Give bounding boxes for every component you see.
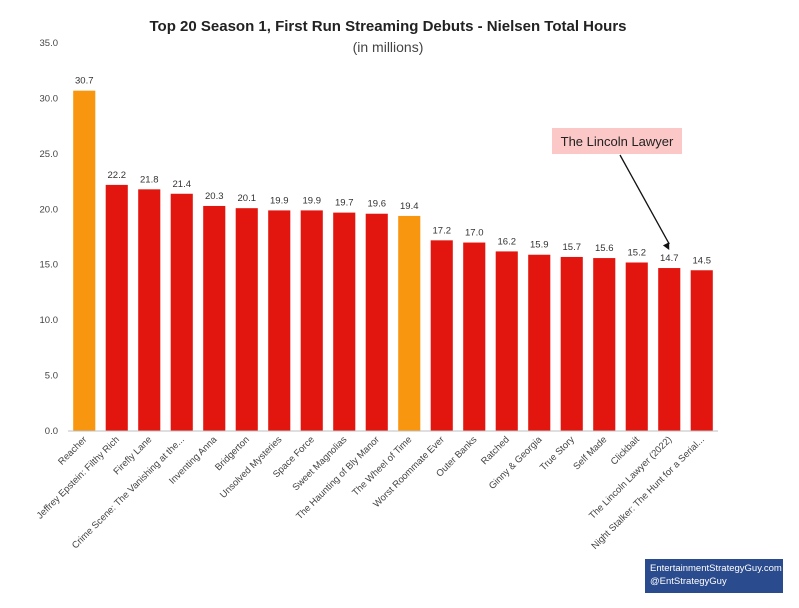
bar xyxy=(365,213,388,431)
category-label: Self Made xyxy=(571,434,609,472)
value-label: 15.9 xyxy=(530,240,549,251)
bar xyxy=(300,210,323,431)
bar xyxy=(430,240,453,431)
annotation-arrow-line xyxy=(619,154,670,245)
y-tick-label: 30.0 xyxy=(40,93,59,104)
y-tick-label: 15.0 xyxy=(40,260,59,271)
value-label: 19.4 xyxy=(400,201,419,212)
y-axis: 0.0 5.0 10.0 15.0 20.0 25.0 30.0 35.0 xyxy=(40,38,59,437)
bar xyxy=(333,212,356,431)
category-label: True Story xyxy=(538,434,577,473)
category-label: The Wheel of Time xyxy=(350,434,414,498)
value-labels-group: 30.7 22.2 21.8 21.4 20.3 20.1 19.9 19.9 19.7 19.6… xyxy=(75,76,711,267)
credit-website: EntertainmentStrategyGuy.com xyxy=(650,563,782,574)
bar xyxy=(235,208,258,431)
value-label: 22.2 xyxy=(108,170,127,181)
value-label: 21.8 xyxy=(140,174,159,185)
category-label: Ratched xyxy=(479,434,512,467)
bar xyxy=(625,262,648,431)
bars-group xyxy=(73,90,713,431)
bar xyxy=(105,184,128,431)
annotation-group: The Lincoln Lawyer xyxy=(552,128,682,251)
bar xyxy=(203,205,226,431)
bar xyxy=(398,215,421,431)
bar xyxy=(560,256,583,431)
value-label: 30.7 xyxy=(75,76,94,87)
y-tick-label: 0.0 xyxy=(45,426,58,437)
chart-subtitle: (in millions) xyxy=(353,39,424,55)
value-label: 19.6 xyxy=(368,199,387,210)
bar xyxy=(73,90,96,431)
value-label: 17.0 xyxy=(465,228,484,239)
bar xyxy=(690,270,713,431)
bar xyxy=(658,268,681,431)
y-tick-label: 5.0 xyxy=(45,371,58,382)
annotation-box xyxy=(552,128,682,154)
category-label: Reacher xyxy=(56,434,89,467)
value-label: 19.7 xyxy=(335,198,354,209)
value-label: 16.2 xyxy=(498,236,517,247)
y-tick-label: 10.0 xyxy=(40,315,59,326)
annotation-arrowhead xyxy=(662,242,670,251)
value-label: 21.4 xyxy=(173,179,192,190)
value-label: 19.9 xyxy=(303,195,322,206)
value-label: 17.2 xyxy=(433,225,452,236)
y-tick-label: 25.0 xyxy=(40,149,59,160)
bar xyxy=(170,193,193,431)
bar xyxy=(268,210,291,431)
category-label: Unsolved Mysteries xyxy=(218,434,285,501)
credit-box: EntertainmentStrategyGuy.com @EntStrateg… xyxy=(645,559,783,593)
value-label: 15.7 xyxy=(563,242,582,253)
credit-handle: @EntStrategyGuy xyxy=(650,576,727,587)
bar xyxy=(593,258,616,431)
bar xyxy=(463,242,486,431)
bar xyxy=(138,189,161,431)
value-label: 15.2 xyxy=(628,247,647,258)
value-label: 19.9 xyxy=(270,195,289,206)
value-label: 20.3 xyxy=(205,191,224,202)
bar xyxy=(528,254,551,431)
chart-title: Top 20 Season 1, First Run Streaming Deb… xyxy=(149,18,626,35)
value-label: 14.7 xyxy=(660,253,679,264)
value-label: 15.6 xyxy=(595,243,614,254)
annotation-text: The Lincoln Lawyer xyxy=(561,134,674,149)
y-tick-label: 35.0 xyxy=(40,38,59,49)
value-label: 20.1 xyxy=(238,193,257,204)
y-tick-label: 20.0 xyxy=(40,204,59,215)
value-label: 14.5 xyxy=(693,255,712,266)
bar xyxy=(495,251,518,431)
